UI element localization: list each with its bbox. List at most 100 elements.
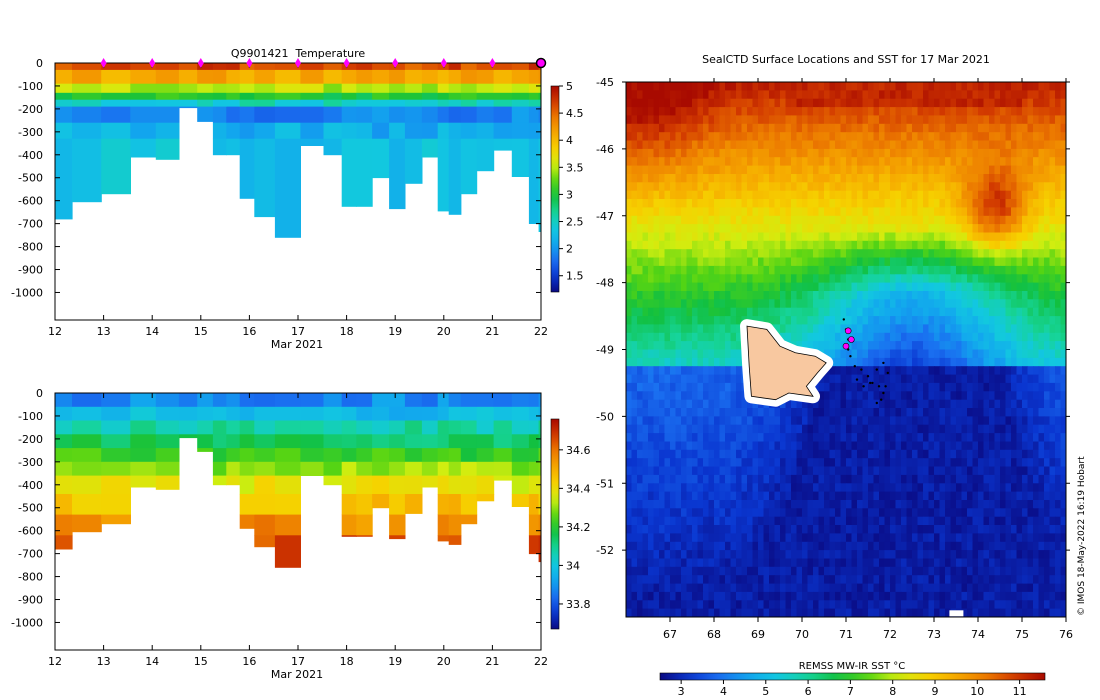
sst-cell: [675, 282, 682, 292]
sst-cell: [659, 458, 666, 468]
sst-cell: [802, 316, 809, 326]
sst-cell: [1022, 332, 1029, 342]
sst-cell: [1005, 366, 1012, 376]
sst-cell: [697, 265, 704, 275]
sst-cell: [939, 324, 946, 334]
sst-cell: [989, 115, 996, 125]
sst-cell: [846, 366, 853, 376]
section-cell: [528, 122, 540, 140]
sst-cell: [873, 98, 880, 108]
sst-cell: [862, 174, 869, 183]
section-cell: [341, 122, 357, 140]
sst-cell: [769, 199, 776, 208]
sst-cell: [934, 265, 941, 275]
sst-cell: [862, 291, 869, 300]
section-cell: [197, 406, 214, 421]
sst-cell: [802, 115, 809, 125]
sst-cell: [989, 132, 996, 142]
sst-cell: [774, 265, 781, 275]
sst-cell: [950, 182, 957, 192]
sst-cell: [1011, 265, 1018, 275]
sst-cell: [901, 132, 908, 142]
section-cell: [226, 393, 241, 408]
sst-cell: [939, 525, 946, 534]
sst-cell: [796, 458, 803, 468]
sst-cell: [906, 140, 913, 150]
sst-cell: [670, 416, 677, 426]
sst-cell: [950, 115, 957, 125]
sst-cell: [747, 90, 754, 100]
sst-cell: [895, 441, 902, 451]
sst-cell: [928, 332, 935, 342]
sst-cell: [1033, 190, 1040, 200]
sst-cell: [637, 533, 644, 543]
sst-cell: [648, 232, 655, 242]
sst-cell: [1027, 90, 1034, 100]
sst-cell: [967, 458, 974, 468]
sst-cell: [1044, 307, 1051, 317]
sst-cell: [1000, 82, 1007, 91]
sst-cell: [675, 174, 682, 183]
sst-cell: [758, 408, 765, 417]
sst-cell: [895, 132, 902, 142]
sst-cell: [868, 282, 875, 292]
sst-cell: [637, 249, 644, 259]
sst-cell: [978, 240, 985, 250]
sst-cell: [714, 357, 721, 367]
sst-cell: [945, 449, 952, 459]
sst-cell: [879, 215, 886, 225]
sst-cell: [818, 291, 825, 300]
section-cell: [389, 393, 406, 408]
sst-cell: [1011, 441, 1018, 451]
sst-cell: [851, 257, 858, 267]
sst-cell: [681, 148, 688, 158]
sst-cell: [730, 157, 737, 167]
sst-cell: [642, 257, 649, 267]
sst-cell: [862, 140, 869, 150]
sst-cell: [741, 140, 748, 150]
section-cell: [72, 514, 102, 533]
sst-cell: [950, 132, 957, 142]
sst-cell: [719, 132, 726, 142]
sst-cell: [758, 474, 765, 484]
sst-cell: [714, 148, 721, 158]
sst-cell: [719, 232, 726, 242]
sst-cell: [950, 207, 957, 217]
sst-cell: [763, 316, 770, 326]
sst-cell: [846, 157, 853, 167]
sst-cell: [637, 115, 644, 125]
sst-cell: [648, 307, 655, 317]
sst-cell: [774, 82, 781, 91]
sst-cell: [626, 408, 633, 417]
sst-cell: [1049, 224, 1056, 234]
sst-cell: [796, 525, 803, 534]
sst-cell: [1033, 332, 1040, 342]
sst-cell: [736, 433, 743, 443]
sst-cell: [939, 307, 946, 317]
section-cell: [493, 420, 513, 435]
sst-cell: [719, 525, 726, 534]
sst-cell: [928, 115, 935, 125]
sst-cell: [675, 199, 682, 208]
sst-cell: [730, 508, 737, 518]
sst-cell: [664, 433, 671, 443]
sst-cell: [961, 458, 968, 468]
sst-cell: [664, 291, 671, 300]
sst-cell: [890, 382, 897, 392]
section-cell: [300, 406, 325, 421]
sst-cell: [873, 332, 880, 342]
sst-cell: [675, 316, 682, 326]
sst-cell: [818, 98, 825, 108]
sst-cell: [879, 516, 886, 526]
sst-cell: [752, 307, 759, 317]
sst-cell: [950, 525, 957, 534]
sst-cell: [961, 433, 968, 443]
section-cell: [341, 92, 357, 101]
sst-cell: [950, 466, 957, 476]
sst-cell: [884, 433, 891, 443]
sst-cell: [835, 474, 842, 484]
sst-cell: [846, 433, 853, 443]
sst-cell: [637, 500, 644, 509]
sst-cell: [802, 132, 809, 142]
sst-cell: [681, 291, 688, 300]
